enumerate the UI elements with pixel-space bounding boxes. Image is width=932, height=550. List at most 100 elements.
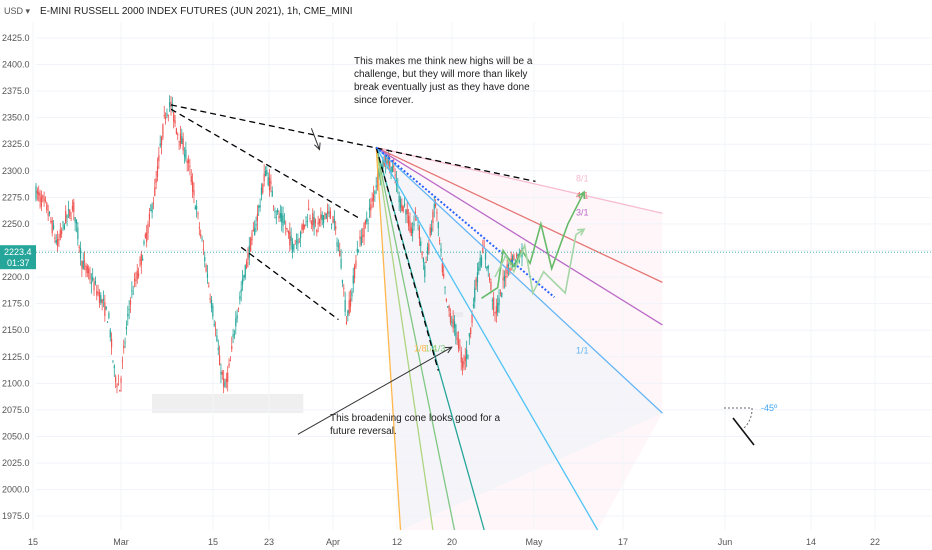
candle-body	[317, 222, 319, 225]
candle-body	[337, 245, 339, 247]
countdown-timer: 01:37	[7, 258, 30, 268]
candle-body	[54, 237, 56, 240]
candle-body	[173, 112, 175, 122]
candle-body	[479, 257, 481, 267]
candle-body	[193, 189, 195, 196]
candle-body	[283, 221, 285, 223]
last-price-box	[0, 245, 36, 270]
candle-body	[314, 219, 317, 224]
candle-body	[468, 333, 470, 337]
candle-body	[297, 238, 299, 245]
candle-body	[385, 155, 387, 165]
highlight-box	[152, 393, 304, 414]
candle-body	[336, 241, 338, 247]
candle-body	[147, 223, 149, 234]
candle-body	[293, 244, 295, 250]
candle-body	[259, 204, 261, 208]
fan-ray	[375, 147, 456, 531]
candle-body	[339, 250, 341, 257]
candle-body	[165, 116, 167, 120]
candle-body	[440, 248, 442, 252]
y-tick-label: 1975.0	[2, 511, 30, 521]
candle-body	[406, 209, 408, 214]
candle-body	[170, 101, 172, 107]
y-tick-label: 2400.0	[2, 60, 30, 70]
candle-body	[340, 258, 342, 268]
candle-body	[252, 229, 254, 232]
candle-body	[420, 241, 422, 247]
candle-body	[47, 213, 49, 216]
candle-body	[309, 217, 311, 220]
candle-body	[364, 220, 366, 224]
candle-body	[201, 238, 203, 240]
y-tick-label: 2250.0	[2, 219, 30, 229]
candle-body	[84, 260, 86, 262]
fan-ray	[375, 147, 599, 531]
candle-body	[347, 310, 349, 317]
candle-body	[209, 298, 211, 300]
candle-body	[152, 202, 155, 204]
candle-body	[390, 166, 392, 175]
candle-body	[455, 324, 457, 337]
candle-body	[439, 240, 441, 242]
candle-body	[186, 160, 188, 164]
candle-body	[424, 265, 426, 278]
candles-layer	[35, 95, 523, 394]
candle-body	[197, 213, 199, 215]
candle-body	[393, 166, 395, 168]
dotted-resistance-line	[375, 146, 556, 299]
candle-body	[494, 312, 496, 314]
currency-label[interactable]: USD ▾	[4, 6, 31, 16]
x-tick-label: 22	[870, 537, 880, 547]
candle-body	[109, 330, 111, 338]
candle-body	[412, 229, 414, 234]
candle-body	[78, 246, 80, 248]
candle-body	[62, 221, 64, 224]
candle-body	[328, 212, 330, 214]
candle-body	[348, 299, 350, 314]
candle-body	[208, 285, 210, 287]
candle-body	[426, 247, 429, 255]
candle-body	[398, 195, 400, 203]
annotation-arrowhead	[444, 346, 453, 354]
annotation-text-bottom: This broadening cone looks good for a	[330, 413, 501, 424]
candle-body	[43, 197, 45, 202]
candle-body	[362, 235, 364, 237]
candle-body	[378, 167, 380, 179]
candle-body	[493, 297, 495, 311]
candle-body	[92, 276, 94, 281]
annotation-arrow	[310, 128, 320, 150]
candle-body	[51, 220, 53, 234]
candle-body	[248, 245, 250, 258]
candle-body	[213, 323, 215, 326]
candle-body	[355, 260, 357, 267]
candle-body	[65, 211, 67, 223]
candle-body	[42, 195, 44, 198]
candle-body	[344, 299, 346, 312]
fan-layer: 8/14/13/11/11/31/41/8	[375, 146, 663, 531]
x-tick-label: 23	[264, 537, 274, 547]
x-tick-label: May	[525, 537, 543, 547]
candle-body	[125, 326, 128, 330]
candle-body	[443, 273, 445, 277]
candle-body	[305, 216, 307, 218]
candle-body	[462, 361, 464, 368]
candle-body	[482, 248, 484, 254]
candle-body	[44, 199, 47, 201]
candle-body	[448, 306, 450, 312]
candle-body	[97, 292, 99, 294]
candle-body	[102, 299, 105, 301]
x-tick-label: 20	[447, 537, 457, 547]
candle-body	[48, 211, 51, 214]
candle-body	[359, 236, 361, 240]
candle-body	[158, 155, 160, 162]
candle-body	[436, 212, 438, 214]
candle-body	[432, 211, 434, 224]
candle-body	[289, 231, 291, 246]
chart-header: USD ▾ E-MINI RUSSELL 2000 INDEX FUTURES …	[4, 6, 353, 17]
candle-body	[312, 213, 314, 226]
fan-ray-label: 1/8	[414, 343, 427, 353]
candle-body	[196, 205, 198, 210]
